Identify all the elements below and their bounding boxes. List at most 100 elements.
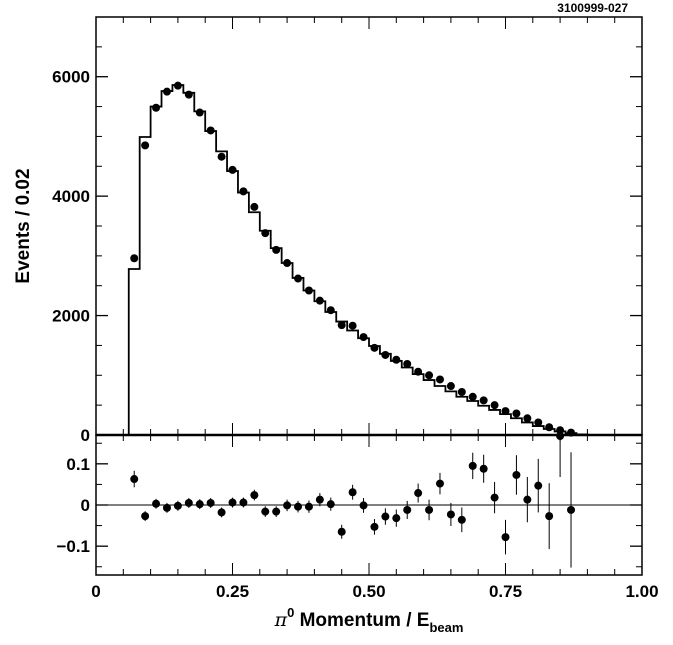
- residual-point: [523, 495, 532, 504]
- x-axis-title-superscript: 0: [287, 605, 294, 620]
- residual-point: [326, 500, 335, 509]
- residual-point: [425, 505, 434, 514]
- residual-point: [545, 512, 554, 521]
- data-point: [141, 141, 150, 150]
- data-point: [348, 321, 357, 330]
- data-point: [556, 426, 565, 435]
- data-point: [326, 306, 335, 315]
- x-axis-title-main: Momentum / E: [294, 610, 429, 631]
- x-axis-title-symbol: π: [274, 609, 288, 631]
- residual-point: [152, 499, 161, 508]
- residual-point: [468, 461, 477, 470]
- residual-point: [501, 533, 510, 542]
- residual-point: [414, 489, 423, 498]
- residual-point: [435, 479, 444, 488]
- residual-point: [283, 501, 292, 510]
- x-tick-label: 1.00: [625, 582, 658, 601]
- data-point: [162, 87, 171, 96]
- data-point: [272, 245, 281, 254]
- data-point: [206, 126, 215, 135]
- residual-y-ticks: [96, 442, 642, 568]
- residual-x-ticks: [95, 435, 643, 575]
- x-tick-label: 0: [91, 582, 100, 601]
- x-axis-title-subscript: beam: [429, 620, 463, 635]
- residual-point: [359, 501, 368, 510]
- data-point: [261, 229, 270, 238]
- x-tick-label: 0.50: [352, 582, 385, 601]
- y-axis-title: Events / 0.02: [13, 168, 34, 283]
- data-point: [457, 388, 466, 397]
- residual-point: [512, 470, 521, 479]
- residual-point: [261, 507, 270, 516]
- data-point: [534, 418, 543, 427]
- residual-point: [184, 498, 193, 507]
- main-y-tick-label: 4000: [52, 187, 90, 206]
- data-point: [370, 343, 379, 352]
- residual-point: [206, 498, 215, 507]
- main-y-tick-label: 0: [81, 426, 90, 445]
- residual-point: [315, 495, 324, 504]
- residual-point: [348, 488, 357, 497]
- residual-points: [130, 432, 576, 568]
- residual-panel: −0.1 0 0.1: [56, 432, 643, 576]
- x-tick-labels: 0 0.25 0.50 0.75 1.00: [91, 582, 658, 601]
- residual-point: [272, 507, 281, 516]
- residual-point: [162, 503, 171, 512]
- residual-point: [490, 493, 499, 502]
- residual-y-tick-label: 0.1: [66, 455, 90, 474]
- x-axis-title: π0 Momentum / Ebeam: [274, 605, 464, 635]
- data-point: [501, 407, 510, 416]
- residual-point: [381, 512, 390, 521]
- residual-point: [567, 505, 576, 514]
- residual-y-tick-label: −0.1: [56, 537, 90, 556]
- data-point: [468, 392, 477, 401]
- data-point: [414, 367, 423, 376]
- data-point: [239, 187, 248, 196]
- data-point: [425, 371, 434, 380]
- main-y-tick-labels: 0 2000 4000 6000: [52, 68, 90, 445]
- residual-point: [239, 498, 248, 507]
- data-point: [392, 355, 401, 364]
- main-y-tick-label: 2000: [52, 307, 90, 326]
- main-panel: 0 2000 4000 6000: [52, 16, 643, 445]
- data-point: [195, 108, 204, 117]
- data-point: [403, 359, 412, 368]
- data-point: [435, 375, 444, 384]
- data-point: [337, 321, 346, 330]
- data-point: [184, 90, 193, 99]
- residual-point: [446, 510, 455, 519]
- residual-point: [217, 508, 226, 517]
- data-point: [217, 152, 226, 161]
- data-point: [130, 254, 139, 263]
- data-point: [173, 81, 182, 90]
- data-point: [250, 202, 259, 211]
- residual-point: [228, 498, 237, 507]
- data-point: [523, 414, 532, 423]
- residual-y-tick-label: 0: [81, 496, 90, 515]
- residual-point: [479, 464, 488, 473]
- data-point: [446, 382, 455, 391]
- residual-point: [534, 481, 543, 490]
- residual-point: [141, 512, 150, 521]
- data-point: [315, 296, 324, 305]
- data-point: [283, 259, 292, 268]
- main-y-ticks: [96, 46, 642, 436]
- figure-id: 3100999-027: [557, 1, 628, 15]
- data-point: [381, 350, 390, 359]
- residual-point: [250, 491, 259, 500]
- residual-point: [195, 500, 204, 509]
- residual-y-tick-labels: −0.1 0 0.1: [56, 455, 90, 556]
- data-point: [545, 423, 554, 432]
- data-point: [512, 409, 521, 418]
- residual-point: [403, 505, 412, 514]
- data-point: [359, 333, 368, 342]
- residual-point: [457, 515, 466, 524]
- residual-point: [294, 502, 303, 511]
- data-point: [490, 401, 499, 410]
- main-y-tick-label: 6000: [52, 68, 90, 87]
- residual-point: [304, 502, 313, 511]
- data-point: [304, 286, 313, 295]
- residual-point: [370, 522, 379, 531]
- data-point: [294, 274, 303, 283]
